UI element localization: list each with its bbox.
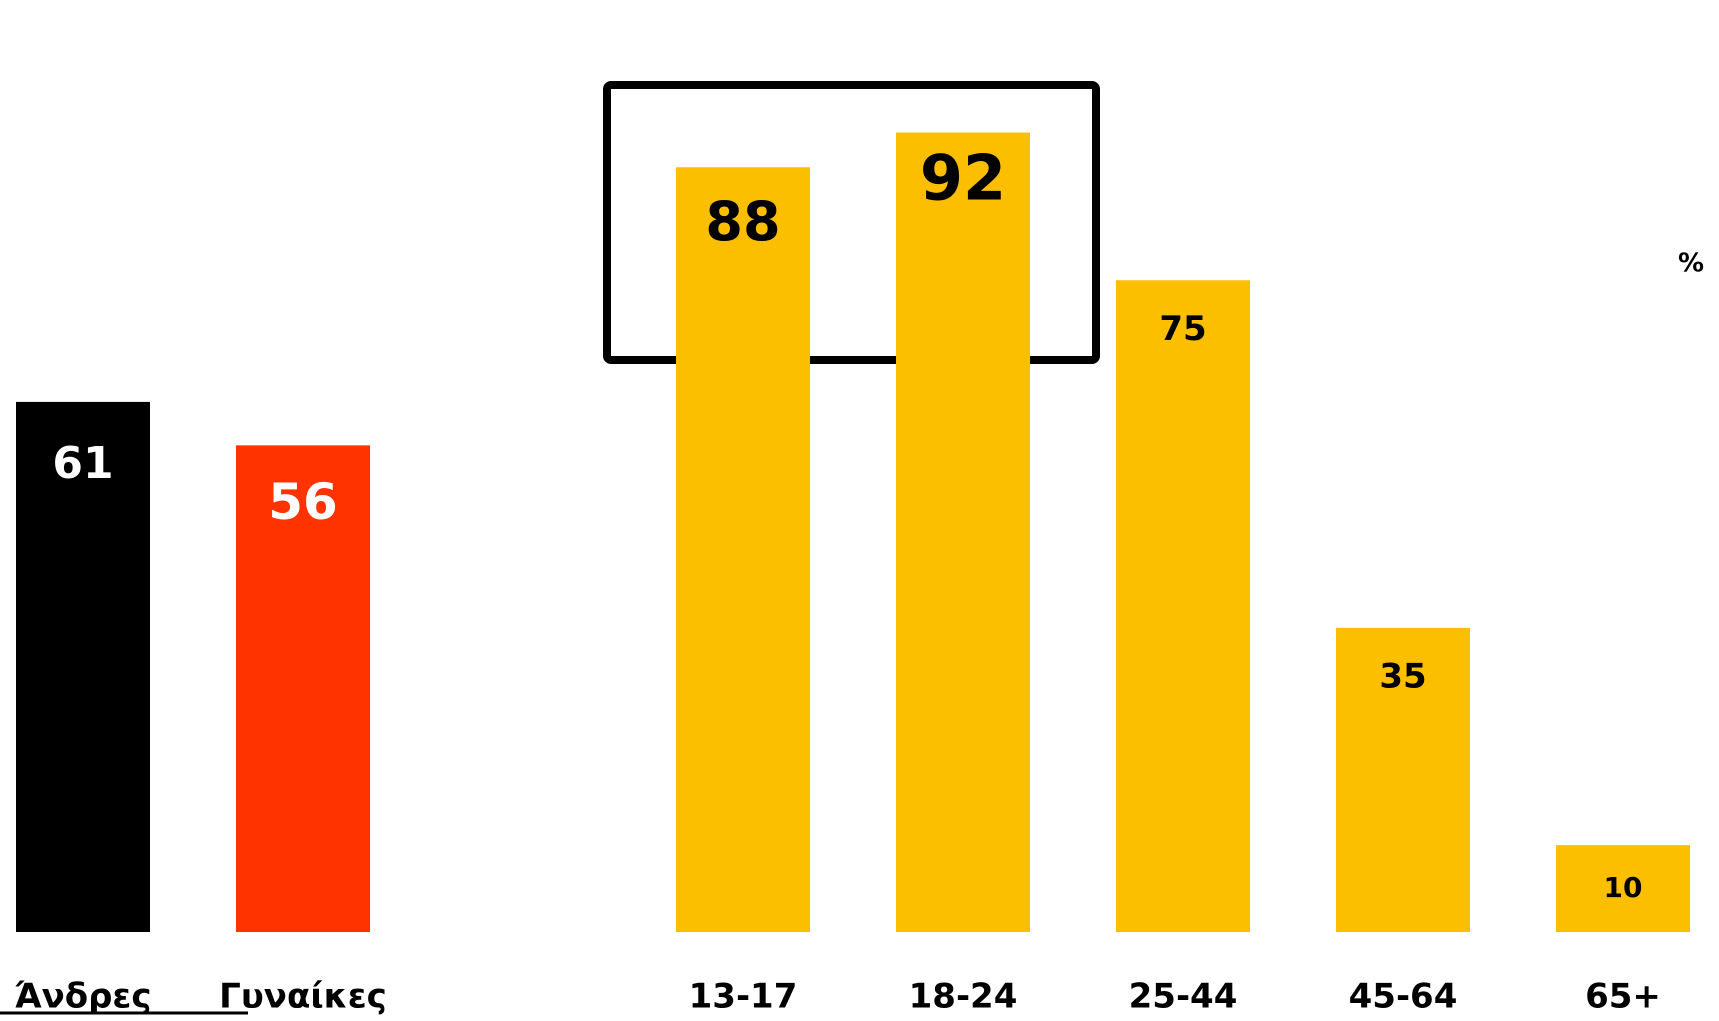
x-tick-label: Άνδρες (14, 977, 151, 1017)
bar (1336, 627, 1470, 932)
x-tick-label: 25-44 (1129, 977, 1238, 1017)
bar (896, 132, 1030, 932)
value-label: 61 (52, 438, 113, 489)
value-label: 56 (268, 473, 338, 531)
bar (676, 167, 810, 932)
bar (1116, 280, 1250, 932)
x-tick-label: 45-64 (1349, 977, 1458, 1017)
x-tick-label: Γυναίκες (219, 977, 387, 1017)
highlight-box (603, 81, 1100, 364)
value-label: 10 (1604, 871, 1643, 904)
bar (16, 401, 150, 932)
bar (1556, 845, 1690, 932)
x-tick-label: 65+ (1585, 977, 1661, 1017)
value-label: 35 (1379, 656, 1426, 696)
value-label: 75 (1159, 309, 1206, 349)
unit-label: % (1678, 249, 1704, 279)
bar (236, 445, 370, 932)
x-tick-label: 13-17 (689, 977, 798, 1017)
x-tick-label: 18-24 (909, 977, 1018, 1017)
value-label: 92 (920, 142, 1006, 215)
value-label: 88 (705, 190, 780, 253)
